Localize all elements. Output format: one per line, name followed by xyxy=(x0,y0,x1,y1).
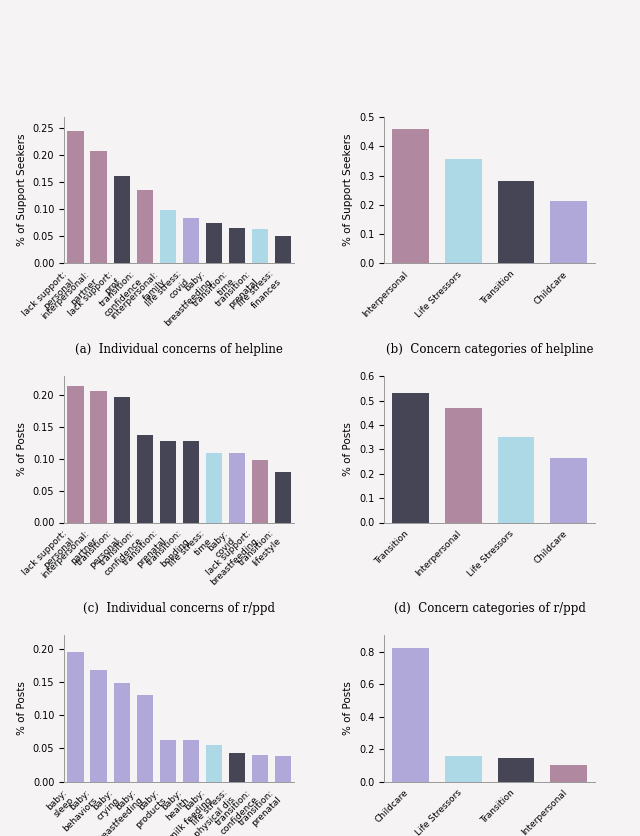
Bar xyxy=(90,391,107,522)
Bar xyxy=(497,758,534,782)
Text: (b)  Concern categories of helpline: (b) Concern categories of helpline xyxy=(386,343,593,356)
Bar xyxy=(159,441,176,522)
Bar xyxy=(136,190,153,263)
Text: (c)  Individual concerns of r/ppd: (c) Individual concerns of r/ppd xyxy=(83,602,275,615)
Bar xyxy=(136,696,153,782)
Bar xyxy=(392,393,429,522)
Bar xyxy=(182,740,199,782)
Bar xyxy=(550,766,588,782)
Bar xyxy=(113,396,130,522)
Bar xyxy=(445,757,482,782)
Y-axis label: % of Posts: % of Posts xyxy=(343,681,353,736)
Bar xyxy=(497,181,534,263)
Y-axis label: % of Support Seekers: % of Support Seekers xyxy=(343,134,353,247)
Bar xyxy=(275,236,291,263)
Bar xyxy=(252,755,268,782)
Bar xyxy=(252,460,268,522)
Bar xyxy=(228,228,245,263)
Bar xyxy=(159,740,176,782)
Bar xyxy=(136,435,153,522)
Text: (a)  Individual concerns of helpline: (a) Individual concerns of helpline xyxy=(76,343,283,356)
Bar xyxy=(113,683,130,782)
Bar xyxy=(497,437,534,522)
Bar xyxy=(445,408,482,522)
Y-axis label: % of Posts: % of Posts xyxy=(343,422,353,477)
Bar xyxy=(90,151,107,263)
Bar xyxy=(445,160,482,263)
Y-axis label: % of Support Seekers: % of Support Seekers xyxy=(17,134,27,247)
Bar xyxy=(392,129,429,263)
Bar xyxy=(205,222,222,263)
Bar xyxy=(159,210,176,263)
Bar xyxy=(67,385,84,522)
Bar xyxy=(228,753,245,782)
Bar xyxy=(252,229,268,263)
Bar xyxy=(182,218,199,263)
Bar xyxy=(67,652,84,782)
Text: (d)  Concern categories of r/ppd: (d) Concern categories of r/ppd xyxy=(394,602,586,615)
Bar xyxy=(205,745,222,782)
Y-axis label: % of Posts: % of Posts xyxy=(17,422,28,477)
Y-axis label: % of Posts: % of Posts xyxy=(17,681,28,736)
Bar xyxy=(67,130,84,263)
Bar xyxy=(275,472,291,522)
Bar xyxy=(550,458,588,522)
Bar xyxy=(228,453,245,522)
Bar xyxy=(275,757,291,782)
Bar xyxy=(90,670,107,782)
Bar xyxy=(392,649,429,782)
Bar xyxy=(205,453,222,522)
Bar xyxy=(113,176,130,263)
Bar xyxy=(182,441,199,522)
Bar xyxy=(550,201,588,263)
